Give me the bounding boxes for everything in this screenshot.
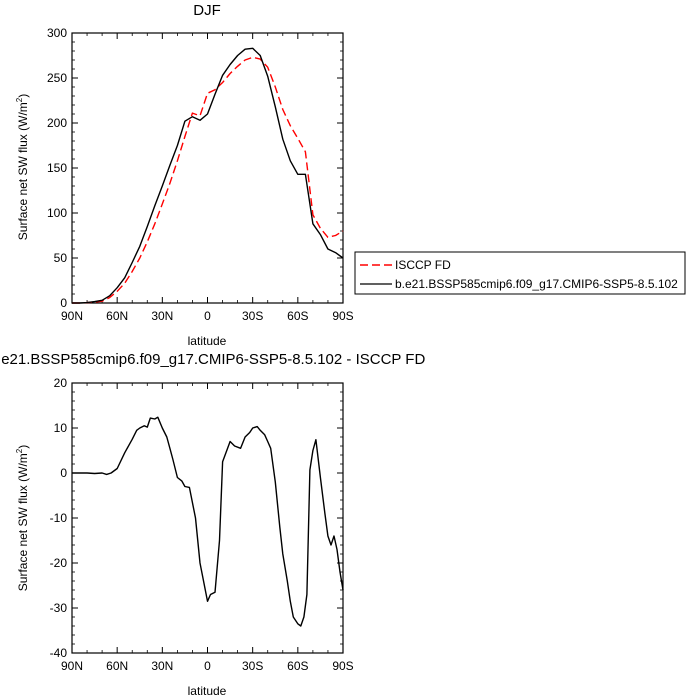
bottom-axis-ticks xyxy=(71,382,344,654)
bottom-chart-title: b.e21.BSSP585cmip6.f09_g17.CMIP6-SSP5-8.… xyxy=(0,351,425,368)
x-tick-label: 0 xyxy=(204,659,211,673)
bottom-series-lines xyxy=(72,416,344,627)
top-axis-ticks xyxy=(71,32,344,304)
x-tick-label: 30S xyxy=(242,309,263,323)
legend-box xyxy=(354,251,686,295)
top-panel: DJF 90N 60N 30N 0 30S 60S 90S 0 50 100 150 200 250 3… xyxy=(15,2,354,348)
x-tick-label: 60S xyxy=(287,659,308,673)
series-line-isccp xyxy=(72,56,344,304)
series-line-difference xyxy=(72,416,344,627)
y-tick-label: 150 xyxy=(47,161,67,175)
x-tick-label: 60N xyxy=(106,659,128,673)
top-x-tick-labels: 90N 60N 30N 0 30S 60S 90S xyxy=(61,309,354,323)
y-tick-label: 100 xyxy=(47,206,67,220)
bottom-x-axis-label: latitude xyxy=(188,684,227,698)
x-tick-label: 60N xyxy=(106,309,128,323)
top-chart-title: DJF xyxy=(193,2,221,19)
y-tick-label: 250 xyxy=(47,71,67,85)
y-tick-label: 0 xyxy=(60,466,67,480)
top-x-axis-label: latitude xyxy=(188,334,227,348)
legend-label-isccp: ISCCP FD xyxy=(395,258,451,272)
y-tick-label: 20 xyxy=(54,376,68,390)
x-tick-label: 30N xyxy=(151,309,173,323)
y-tick-label: -10 xyxy=(50,511,68,525)
x-tick-label: 90S xyxy=(332,309,353,323)
bottom-plot-frame xyxy=(71,382,344,654)
y-tick-label: 0 xyxy=(60,296,67,310)
top-plot-frame xyxy=(71,32,344,304)
y-tick-label: 300 xyxy=(47,26,67,40)
top-y-axis-label: Surface net SW flux (W/m2) xyxy=(15,94,30,240)
y-tick-label: 10 xyxy=(54,421,68,435)
x-tick-label: 30N xyxy=(151,659,173,673)
y-tick-label: -20 xyxy=(50,556,68,570)
x-tick-label: 30S xyxy=(242,659,263,673)
legend-label-model: b.e21.BSSP585cmip6.f09_g17.CMIP6-SSP5-8.… xyxy=(395,277,678,291)
x-tick-label: 0 xyxy=(204,309,211,323)
y-tick-label: -30 xyxy=(50,601,68,615)
x-tick-label: 90S xyxy=(332,659,353,673)
x-tick-label: 60S xyxy=(287,309,308,323)
bottom-panel: b.e21.BSSP585cmip6.f09_g17.CMIP6-SSP5-8.… xyxy=(0,351,425,698)
x-tick-label: 90N xyxy=(61,659,83,673)
bottom-y-tick-labels: -40 -30 -20 -10 0 10 20 xyxy=(50,376,68,660)
top-y-tick-labels: 0 50 100 150 200 250 300 xyxy=(47,26,67,310)
bottom-y-axis-label: Surface net SW flux (W/m2) xyxy=(15,445,30,591)
legend: ISCCP FD b.e21.BSSP585cmip6.f09_g17.CMIP… xyxy=(354,251,686,295)
top-series-lines xyxy=(72,47,344,304)
x-tick-label: 90N xyxy=(61,309,83,323)
series-line-model xyxy=(72,47,344,304)
bottom-x-tick-labels: 90N 60N 30N 0 30S 60S 90S xyxy=(61,659,354,673)
y-tick-label: -40 xyxy=(50,646,68,660)
y-tick-label: 50 xyxy=(54,251,68,265)
y-tick-label: 200 xyxy=(47,116,67,130)
